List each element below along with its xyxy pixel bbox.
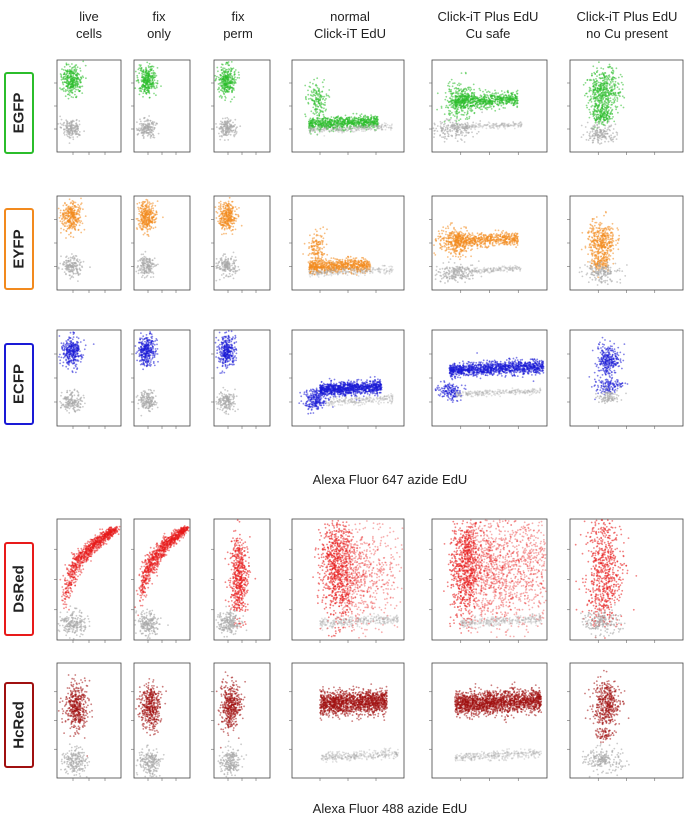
scatter-panel-eyfp-col-5 <box>429 196 547 293</box>
scatter-panel-eyfp-col-4 <box>289 196 404 293</box>
scatter-panel-hcred-col-3 <box>211 663 270 781</box>
flow-cytometry-figure <box>0 0 700 820</box>
panel-frame <box>570 196 683 290</box>
scatter-panel-dsred-col-5 <box>429 519 547 643</box>
panel-frame <box>214 196 270 290</box>
scatter-panel-eyfp-col-1 <box>54 196 121 293</box>
panel-frame <box>292 330 404 426</box>
scatter-panel-dsred-col-3 <box>211 519 270 643</box>
scatter-panel-hcred-col-5 <box>429 663 547 781</box>
scatter-panel-egfp-col-1 <box>54 60 121 155</box>
scatter-panel-dsred-col-4 <box>289 519 404 643</box>
scatter-panel-hcred-col-2 <box>131 663 190 781</box>
scatter-panel-hcred-col-4 <box>289 663 404 781</box>
scatter-panel-hcred-col-1 <box>54 663 121 781</box>
panel-frame <box>570 330 683 426</box>
scatter-panel-ecfp-col-2 <box>131 330 190 429</box>
scatter-panel-egfp-col-6 <box>567 60 683 155</box>
scatter-panel-eyfp-col-3 <box>211 196 270 293</box>
panel-frame <box>432 330 547 426</box>
panel-frame <box>292 663 404 778</box>
scatter-panel-dsred-col-1 <box>54 519 121 643</box>
scatter-panel-eyfp-col-6 <box>567 196 683 293</box>
scatter-panel-egfp-col-4 <box>289 60 404 155</box>
panel-frame <box>292 60 404 152</box>
scatter-panel-ecfp-col-5 <box>429 330 547 429</box>
panel-frame <box>214 663 270 778</box>
scatter-panel-egfp-col-3 <box>211 60 270 155</box>
scatter-panel-dsred-col-2 <box>131 519 190 643</box>
scatter-panel-egfp-col-2 <box>131 60 190 155</box>
scatter-panel-egfp-col-5 <box>429 60 547 155</box>
scatter-panel-ecfp-col-3 <box>211 330 270 429</box>
scatter-panel-ecfp-col-1 <box>54 330 121 429</box>
scatter-panel-ecfp-col-6 <box>567 330 683 429</box>
scatter-panel-eyfp-col-2 <box>131 196 190 293</box>
scatter-panel-hcred-col-6 <box>567 663 683 781</box>
scatter-panel-ecfp-col-4 <box>289 330 404 429</box>
scatter-panel-dsred-col-6 <box>567 519 683 643</box>
